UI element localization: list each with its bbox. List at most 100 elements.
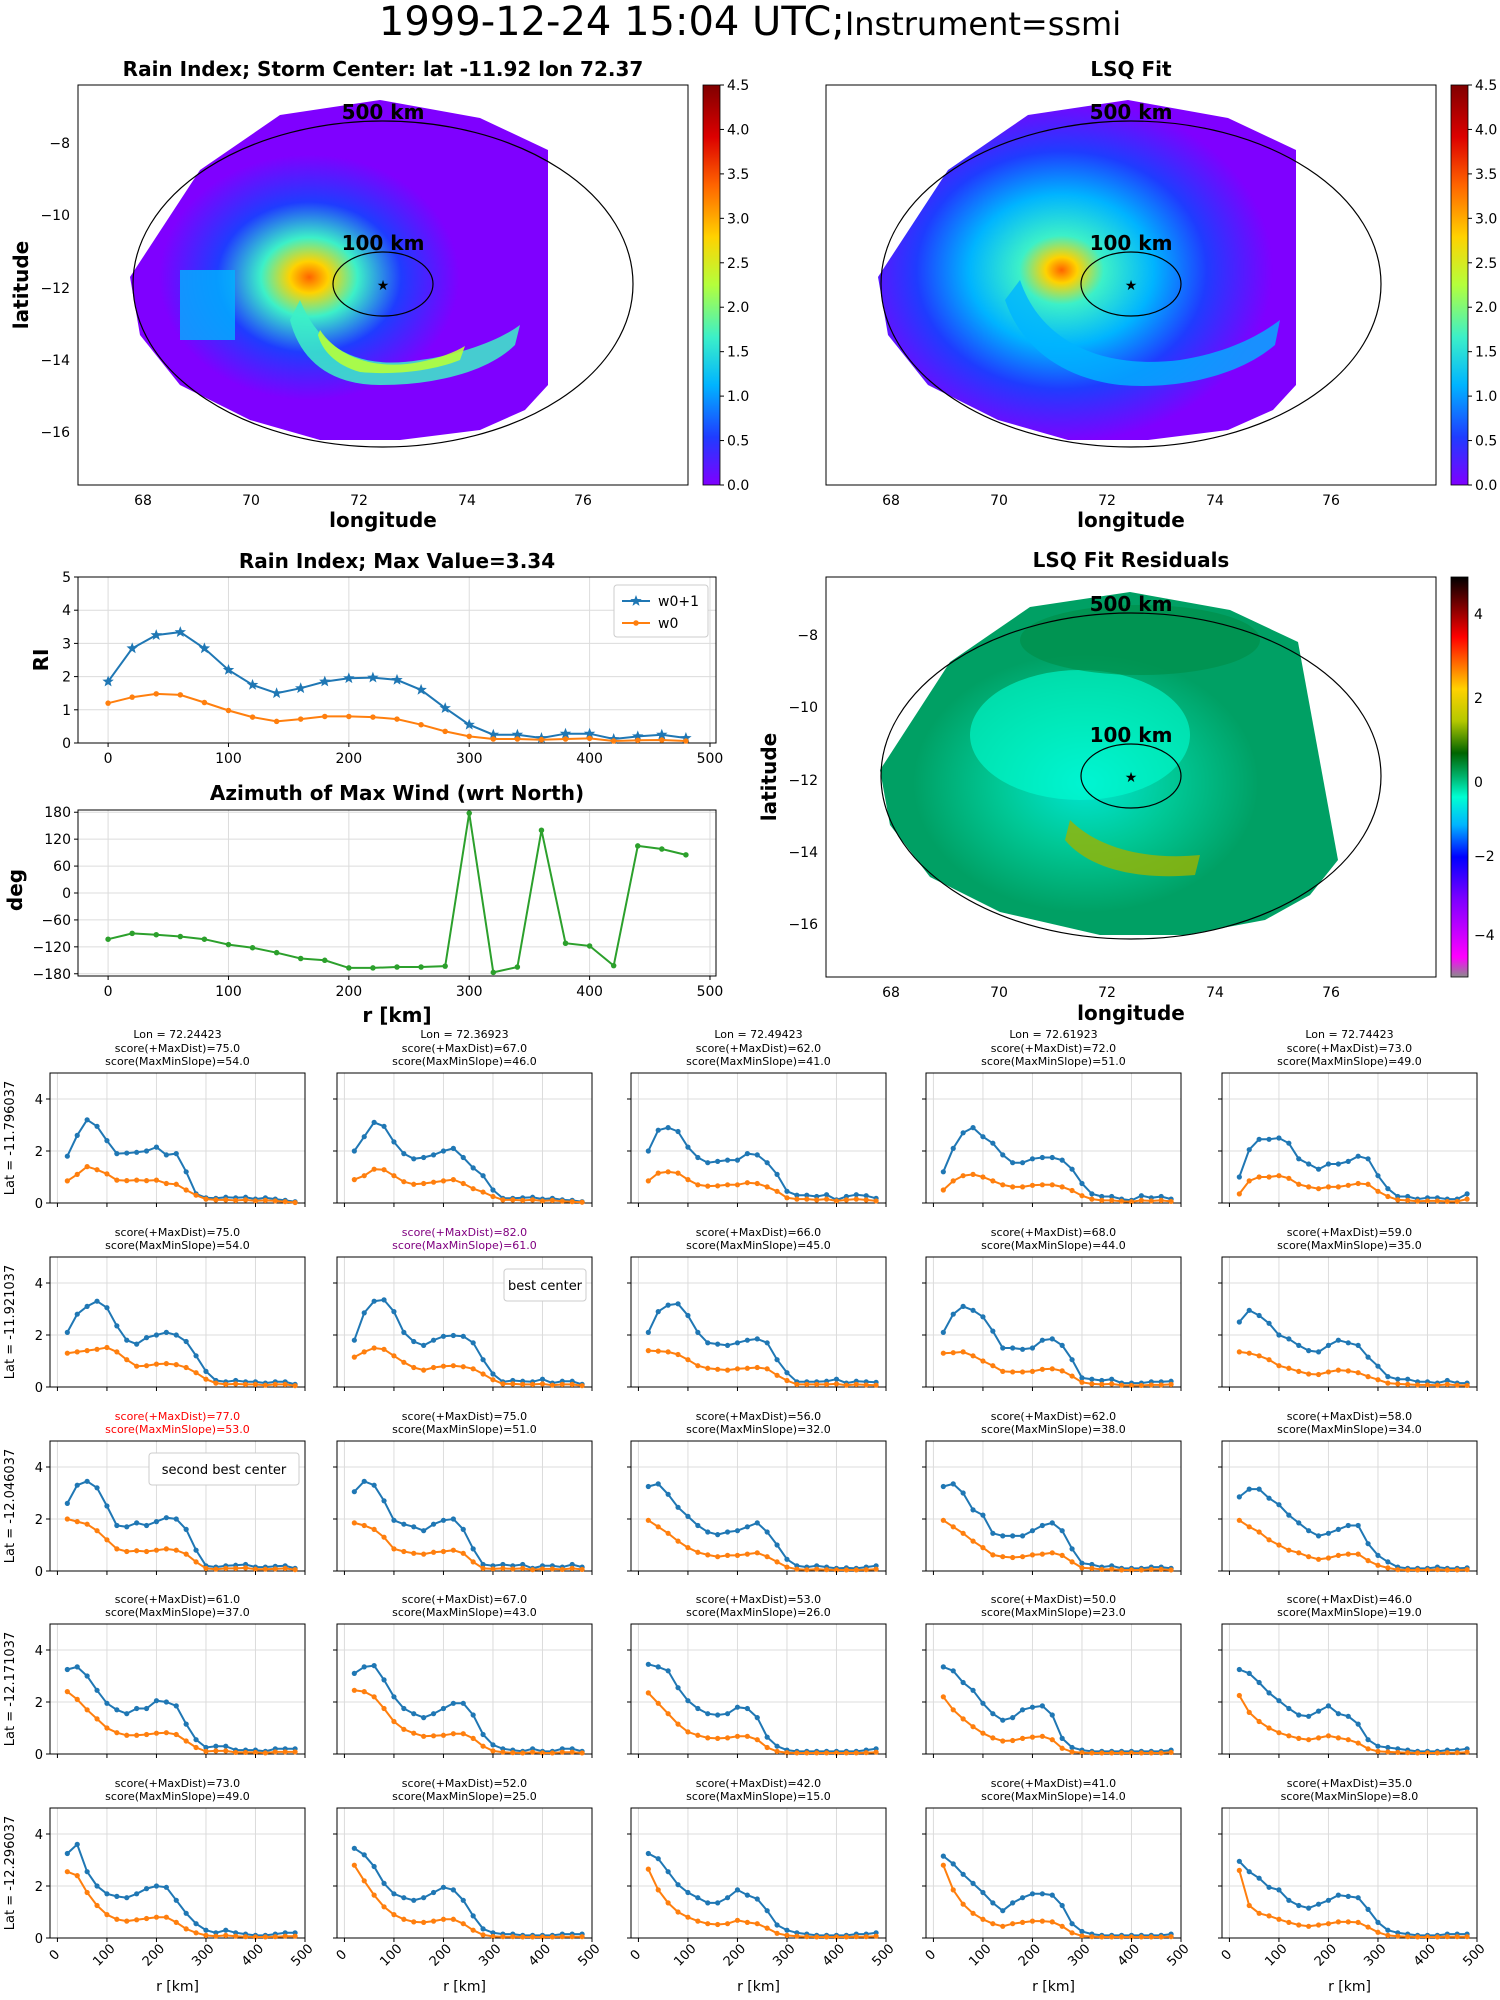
data-point [538, 736, 545, 743]
data-point-star [583, 727, 596, 739]
panel-point-orange [124, 1732, 130, 1738]
panel-plot-area [50, 1073, 305, 1203]
panel-point-orange [1306, 1371, 1312, 1377]
panel-point-blue [124, 1524, 130, 1530]
resid-cbar-tick-m4: −4 [1474, 928, 1495, 944]
panel-point-orange [411, 1181, 417, 1187]
panel-point-orange [784, 1564, 790, 1570]
panel-point-blue [183, 1721, 189, 1727]
panel-point-blue [104, 1700, 110, 1706]
panel-point-blue [223, 1927, 229, 1933]
panel-point-blue [1158, 1193, 1164, 1200]
data-point [370, 714, 376, 720]
panel-point-orange [1029, 1918, 1036, 1924]
panel-score-slope: score(MaxMinSlope)=51.0 [392, 1423, 537, 1436]
panel-x-tick-label: 400 [820, 1941, 848, 1969]
panel-point-blue [143, 1522, 150, 1529]
panel-point-blue [1059, 1902, 1065, 1909]
panel-point-blue [1306, 1905, 1312, 1911]
panel-point-blue [490, 1187, 496, 1193]
panel-point-orange [1286, 1175, 1292, 1181]
panel-point-orange [774, 1372, 780, 1378]
panel-point-blue [1256, 1136, 1262, 1142]
panel-point-orange [1099, 1566, 1105, 1573]
panel-frame [1221, 1807, 1478, 1939]
panel-point-blue [470, 1165, 476, 1171]
resid-colorbar [1450, 576, 1469, 978]
panel-score-maxdist: score(+MaxDist)=75.0 [115, 1226, 240, 1239]
panel-point-blue [940, 1169, 946, 1175]
panel-point-blue [381, 1498, 387, 1504]
panel-point-orange [1385, 1380, 1391, 1386]
panel-point-orange [1246, 1709, 1252, 1715]
panel-point-orange [873, 1933, 879, 1939]
panel-point-blue [460, 1526, 466, 1532]
panel-point-orange [371, 1166, 377, 1172]
panel-point-blue [84, 1673, 90, 1679]
panel-point-orange [1236, 1692, 1242, 1699]
panel-point-blue [401, 1705, 407, 1712]
lat-tick-14: −14 [40, 353, 70, 369]
panel-point-orange [1099, 1381, 1105, 1387]
panel-score-slope: score(MaxMinSlope)=61.0 [392, 1239, 537, 1252]
panel-point-orange [163, 1730, 169, 1736]
panel-point-blue [1029, 1891, 1036, 1897]
panel-point-orange [665, 1711, 671, 1717]
panel-point-orange [114, 1916, 120, 1922]
panel-point-orange [1128, 1199, 1135, 1205]
plot-area [78, 577, 716, 743]
data-point [105, 700, 111, 706]
panel-frame [336, 1072, 593, 1204]
panel-point-blue [1345, 1713, 1351, 1719]
panel-point-orange [1464, 1382, 1470, 1389]
panel-point-blue [1019, 1707, 1026, 1713]
panel-point-orange [794, 1196, 800, 1202]
panel-point-orange [460, 1731, 466, 1737]
panel-plot-area [631, 1808, 886, 1938]
panel-point-orange [1434, 1382, 1440, 1388]
fit-colorbar-ticks: 0.0 0.5 1.0 1.5 2.0 2.5 3.0 3.5 4.0 4.5 [1468, 78, 1497, 494]
panel-point-blue [351, 1489, 357, 1495]
panel-point-blue [1256, 1486, 1262, 1492]
rain-map-ylabel: latitude [9, 241, 33, 329]
panel-point-orange [1246, 1524, 1252, 1530]
panel-x-tick-label: 200 [1312, 1941, 1340, 1969]
panel-point-blue [1246, 1869, 1252, 1875]
panel-point-orange [173, 1547, 179, 1553]
panel-point-blue [1296, 1520, 1302, 1526]
panel-point-orange [411, 1919, 417, 1925]
panel-point-orange [84, 1521, 90, 1527]
panel-point-orange [173, 1362, 179, 1368]
panel-point-blue [960, 1490, 966, 1496]
panel-point-orange [675, 1170, 681, 1176]
panel-score-maxdist: score(+MaxDist)=75.0 [402, 1410, 527, 1423]
panel-point-blue [351, 1337, 357, 1343]
panel-point-orange [1335, 1367, 1341, 1373]
panel-point-orange [233, 1749, 239, 1756]
panel-point-blue [1266, 1690, 1272, 1696]
panel-point-orange [124, 1918, 130, 1924]
grid-panel-r4-c4: score(+MaxDist)=35.0score(MaxMinSlope)=8… [1218, 1777, 1489, 1995]
panel-point-orange [794, 1381, 800, 1387]
panel-point-orange [579, 1383, 585, 1389]
panel-point-blue [1246, 1307, 1252, 1313]
panel-point-blue [645, 1148, 651, 1154]
panel-point-blue [960, 1303, 966, 1309]
panel-point-orange [1414, 1382, 1421, 1388]
panel-point-blue [1049, 1336, 1055, 1342]
panel-point-orange [213, 1566, 219, 1572]
panel-score-slope: score(MaxMinSlope)=51.0 [981, 1055, 1126, 1068]
panel-point-orange [539, 1198, 546, 1204]
panel-point-orange [183, 1926, 189, 1932]
panel-point-orange [764, 1366, 770, 1372]
panel-score-slope: score(MaxMinSlope)=19.0 [1277, 1606, 1422, 1619]
panel-point-blue [724, 1895, 731, 1901]
panel-score-maxdist: score(+MaxDist)=42.0 [696, 1777, 821, 1790]
panel-point-blue [183, 1526, 189, 1532]
panel-point-orange [1010, 1369, 1016, 1375]
panel-point-orange [450, 1177, 456, 1183]
panel-score-maxdist: score(+MaxDist)=82.0 [402, 1226, 527, 1239]
panel-point-blue [470, 1340, 476, 1346]
panel-point-orange [371, 1892, 377, 1898]
panel-point-blue [143, 1148, 150, 1154]
